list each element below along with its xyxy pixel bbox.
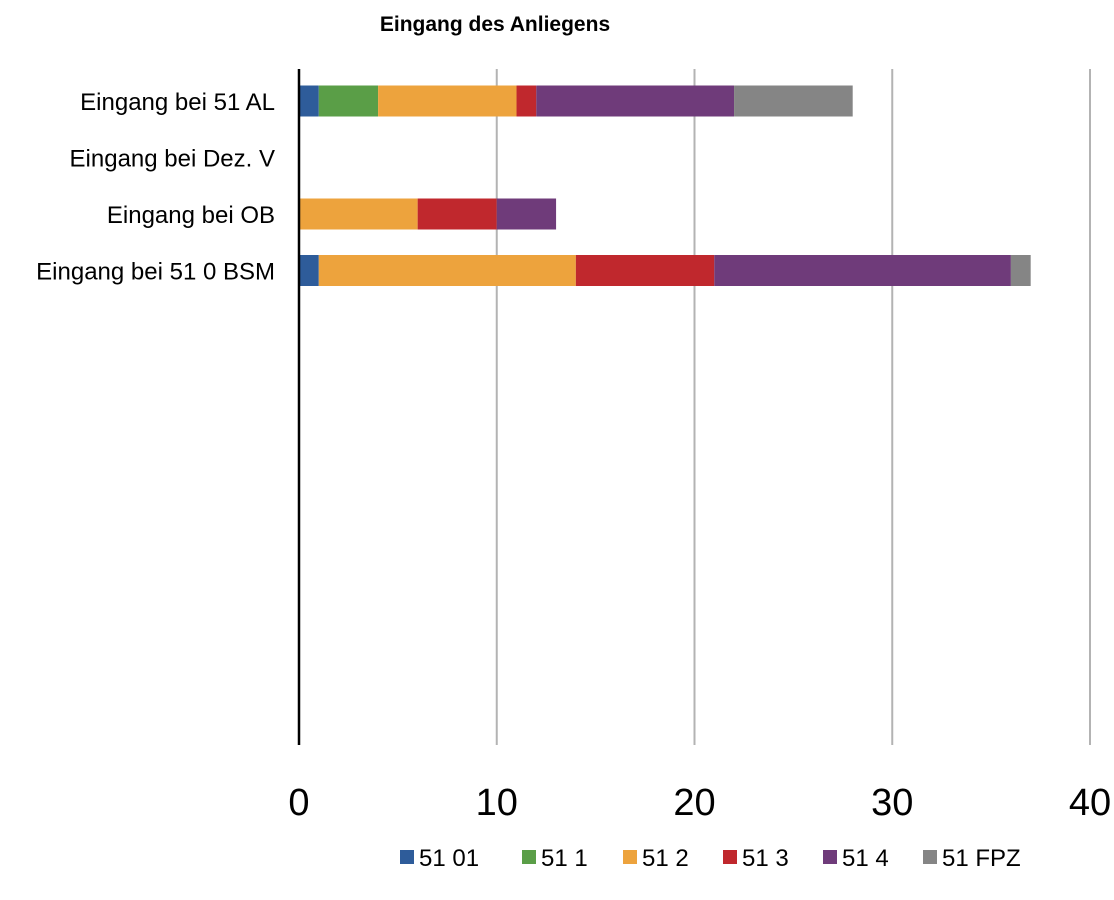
bar-eingang-bei-ob-51-3 — [417, 198, 497, 230]
gridlines — [495, 69, 1091, 745]
category-labels: Eingang bei 51 AL Eingang bei Dez. V Einga… — [36, 89, 275, 286]
x-tick-40: 40 — [1069, 782, 1111, 824]
legend-label-51-2: 51 2 — [642, 845, 689, 872]
legend-item-51-fpz: 51 FPZ — [923, 845, 1021, 872]
bar-eingang-bei-ob-51-2 — [299, 198, 418, 230]
category-label-eingang-bei-51-al: Eingang bei 51 AL — [80, 89, 275, 116]
legend-label-51-1: 51 1 — [541, 845, 588, 872]
bar-eingang-bei-51-0-bsm-51-4 — [714, 255, 1011, 286]
legend: 51 01 51 1 51 2 51 3 51 4 51 FPZ — [400, 845, 1021, 872]
legend-item-51-4: 51 4 — [823, 845, 889, 872]
legend-label-51-3: 51 3 — [742, 845, 789, 872]
legend-item-51-01: 51 01 — [400, 845, 479, 872]
bar-eingang-bei-51-al-51-4 — [536, 85, 735, 117]
bar-eingang-bei-51-al-51-2 — [378, 85, 517, 117]
bar-eingang-bei-51-al-51-3 — [516, 85, 537, 117]
legend-swatch-51-fpz — [923, 850, 937, 864]
legend-item-51-1: 51 1 — [522, 845, 588, 872]
x-tick-30: 30 — [871, 782, 913, 824]
legend-item-51-3: 51 3 — [723, 845, 789, 872]
bar-eingang-bei-51-0-bsm-51-fpz — [1010, 255, 1031, 286]
legend-label-51-fpz: 51 FPZ — [942, 845, 1021, 872]
bar-eingang-bei-51-al-51-fpz — [734, 85, 853, 117]
bars — [299, 85, 1031, 286]
category-label-eingang-bei-ob: Eingang bei OB — [107, 202, 275, 229]
legend-swatch-51-3 — [723, 850, 737, 864]
x-tick-10: 10 — [476, 782, 518, 824]
bar-eingang-bei-51-al-51-1 — [318, 85, 379, 117]
bar-eingang-bei-ob-51-4 — [496, 198, 557, 230]
bar-eingang-bei-51-0-bsm-51-01 — [299, 255, 319, 286]
category-label-eingang-bei-51-0-bsm: Eingang bei 51 0 BSM — [36, 259, 275, 286]
bar-eingang-bei-51-0-bsm-51-2 — [318, 255, 576, 286]
bar-eingang-bei-51-0-bsm-51-3 — [575, 255, 715, 286]
legend-swatch-51-4 — [823, 850, 837, 864]
bar-eingang-bei-51-al-51-01 — [299, 85, 319, 117]
legend-label-51-01: 51 01 — [419, 845, 479, 872]
legend-item-51-2: 51 2 — [623, 845, 689, 872]
x-tick-20: 20 — [673, 782, 715, 824]
category-label-eingang-bei-dez-v: Eingang bei Dez. V — [70, 146, 275, 173]
legend-swatch-51-1 — [522, 850, 536, 864]
legend-swatch-51-2 — [623, 850, 637, 864]
chart-title: Eingang des Anliegens — [380, 13, 610, 36]
legend-label-51-4: 51 4 — [842, 845, 889, 872]
x-tick-0: 0 — [288, 782, 309, 824]
x-tick-labels: 0 10 20 30 40 — [288, 782, 1111, 824]
legend-swatch-51-01 — [400, 850, 414, 864]
